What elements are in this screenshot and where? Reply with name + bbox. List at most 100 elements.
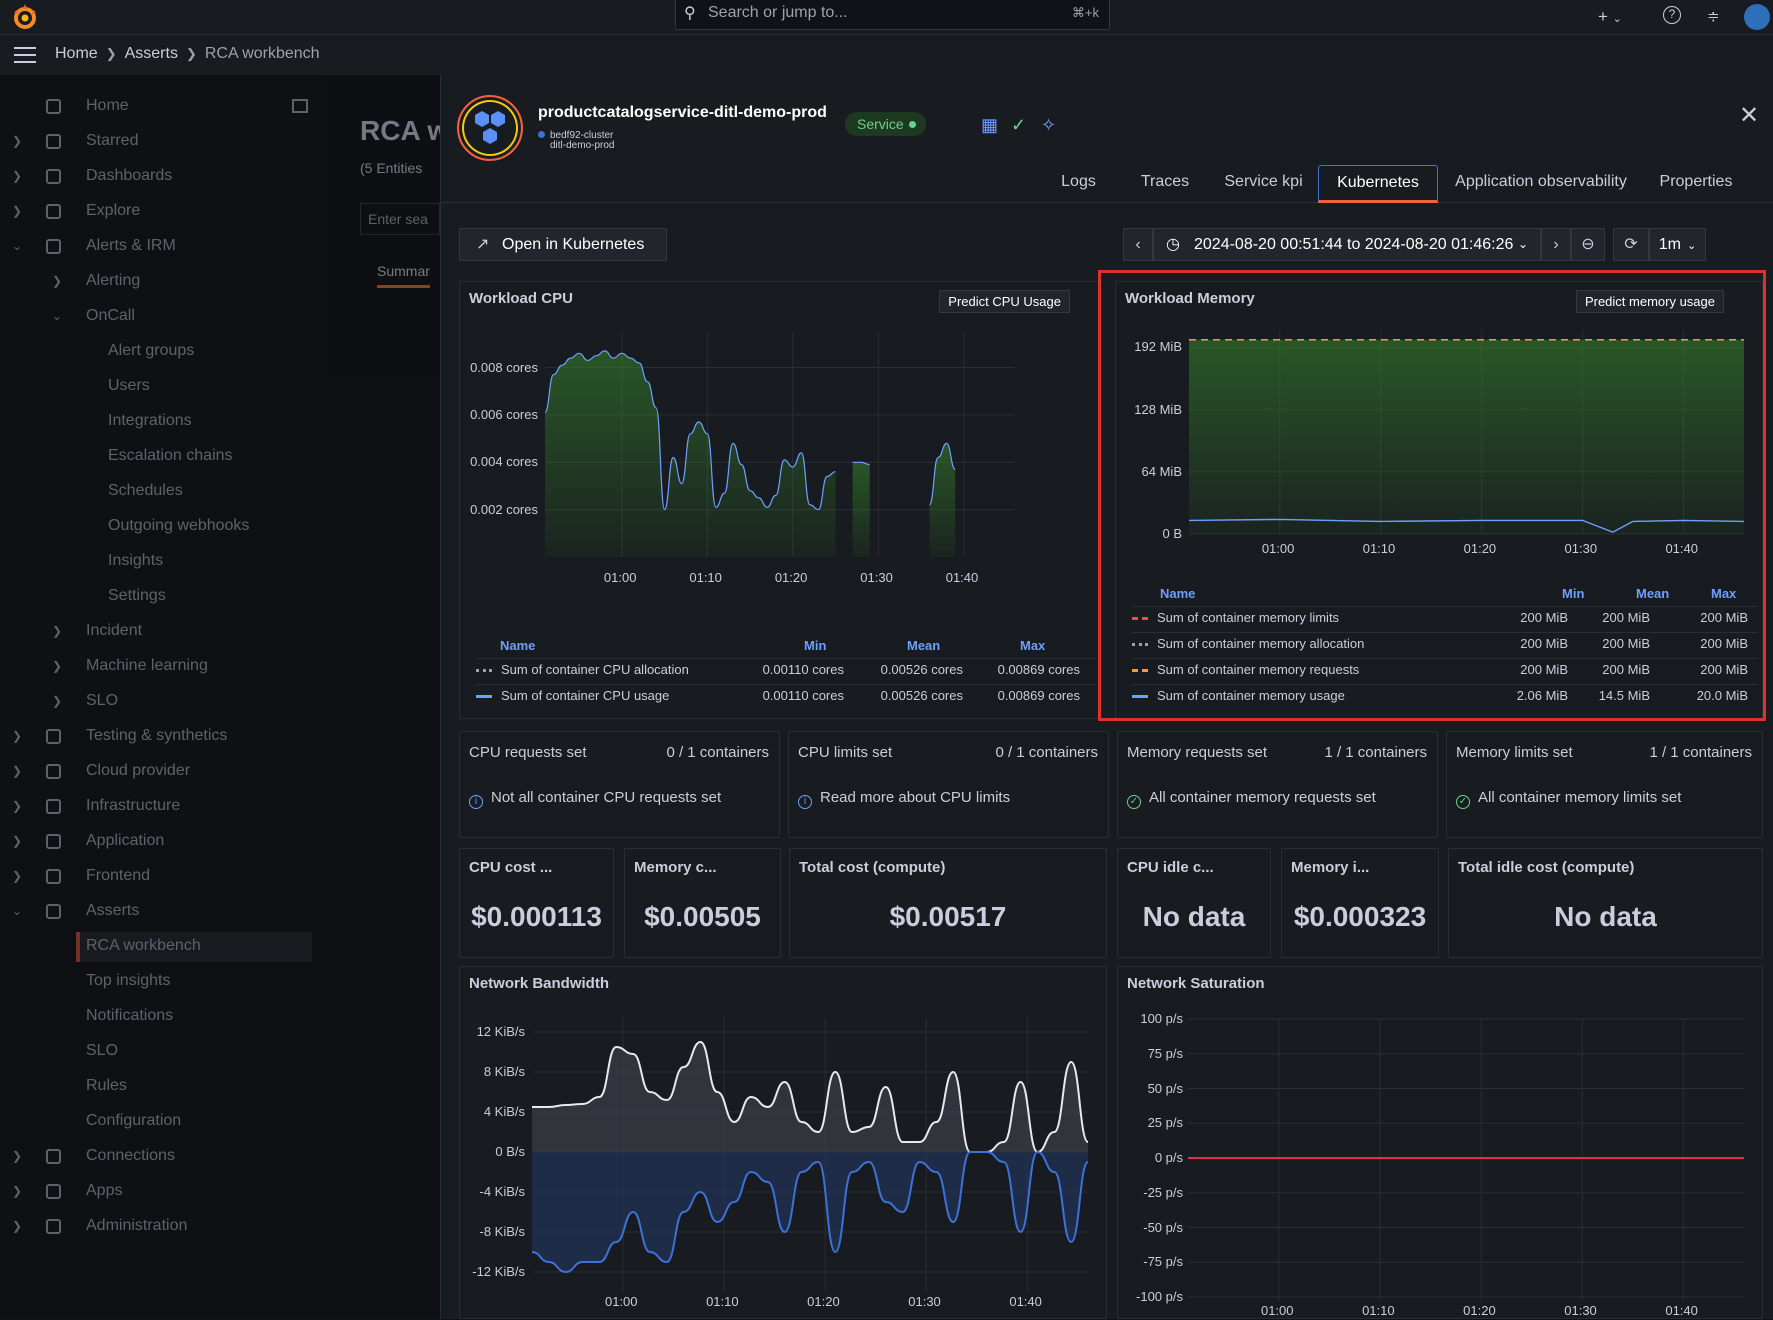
service-namespace: ditl-demo-prod [550,140,615,151]
menu-toggle-icon[interactable] [14,47,36,63]
sidebar-item-machine-learning[interactable]: ❯ Machine learning [52,657,208,674]
breadcrumb-asserts[interactable]: Asserts [124,45,178,62]
service-cluster: bedf92-cluster [550,130,614,141]
sidebar-item-settings[interactable]: Settings [108,587,166,604]
sidebar-item-schedules[interactable]: Schedules [108,482,183,499]
dock-menu-icon[interactable] [292,99,308,113]
y-tick-label: 0 B/s [495,1144,525,1159]
chevron-down-icon: ⌄ [1517,237,1528,251]
sidebar-item-apps[interactable]: ❯ Apps [12,1182,123,1199]
sidebar-item-top-insights[interactable]: Top insights [86,972,171,989]
legend-row[interactable]: Sum of container memory limits 200 MiB 2… [1132,606,1758,628]
sidebar-item-notifications[interactable]: Notifications [86,1007,174,1024]
sidebar-item-users[interactable]: Users [108,377,150,394]
cpu-usage-line [852,461,870,466]
open-in-kubernetes-button[interactable]: ↗ Open in Kubernetes [459,228,667,261]
sidebar-item-oncall[interactable]: ⌄ OnCall [52,307,135,324]
graph-nodes-icon[interactable]: ✧ [1041,115,1057,135]
sidebar-item-cloud-provider[interactable]: ❯ Cloud provider [12,762,191,779]
tab-traces[interactable]: Traces [1140,173,1190,190]
sidebar-item-alerts-irm[interactable]: ⌄ Alerts & IRM [12,237,176,254]
y-tick-label: -100 p/s [1136,1289,1183,1304]
sidebar-item-incident[interactable]: ❯ Incident [52,622,143,639]
sidebar-item-frontend[interactable]: ❯ Frontend [12,867,151,884]
legend-row[interactable]: Sum of container memory usage 2.06 MiB 1… [1132,684,1758,706]
legend-row[interactable]: Sum of container CPU allocation 0.00110 … [476,658,1096,680]
sidebar-item-infrastructure[interactable]: ❯ Infrastructure [12,797,181,814]
y-tick-label: 0 p/s [1154,1150,1183,1165]
sidebar-item-alerting[interactable]: ❯ Alerting [52,272,141,289]
sidebar-item-asserts-slo[interactable]: SLO [86,1042,119,1059]
search-input[interactable]: ⚲ Search or jump to... ⌘+k [675,0,1110,30]
sidebar-item-rules[interactable]: Rules [86,1077,127,1094]
breadcrumb-home[interactable]: Home [55,45,98,62]
transmitted-area [532,1152,1088,1272]
y-tick-label: 100 p/s [1140,1011,1183,1026]
page-title: RCA w [360,115,450,146]
legend-header-name: Name [500,638,536,653]
legend-swatch [1132,617,1148,620]
time-forward-button[interactable]: › [1541,228,1571,261]
refresh-interval-select[interactable]: 1m ⌄ [1649,228,1706,261]
cpu-usage-area [929,443,956,557]
breadcrumb: Home ❯ Asserts ❯ RCA workbench [55,45,320,62]
sidebar-item-home[interactable]: Home [0,92,325,120]
x-tick-label: 01:40 [945,570,979,585]
dashboard-grid-icon[interactable]: ▦ [981,115,999,135]
time-back-button[interactable]: ‹ [1123,228,1153,261]
predict-memory-button[interactable]: Predict memory usage [1575,290,1724,313]
tab-logs[interactable]: Logs [1061,173,1096,190]
cpu-limits-link[interactable]: i Read more about CPU limits [798,789,1010,809]
sidebar-item-dashboards[interactable]: ❯ Dashboards [12,167,173,184]
time-range-picker[interactable]: ◷ 2024-08-20 00:51:44 to 2024-08-20 01:46… [1153,228,1541,261]
x-tick-label: 01:40 [1665,1303,1698,1318]
cost-value: $0.000113 [471,901,602,932]
check-icon[interactable]: ✓ [1011,115,1027,135]
cpu-limits-panel: CPU limits set 0 / 1 containers i Read mo… [788,731,1109,838]
zoom-out-button[interactable]: ⊖ [1571,228,1605,261]
tab-properties[interactable]: Properties [1659,173,1733,190]
help-icon[interactable]: ? [1663,6,1681,24]
sidebar-item-connections[interactable]: ❯ Connections [12,1147,175,1164]
star-icon [46,134,61,149]
cpu-usage-line [928,442,956,506]
predict-cpu-button[interactable]: Predict CPU Usage [939,290,1070,313]
entity-search-input[interactable]: Enter sea [360,203,440,235]
sidebar-item-escalation-chains[interactable]: Escalation chains [108,447,233,464]
x-tick-label: 01:10 [1362,541,1396,556]
sidebar-item-outgoing-webhooks[interactable]: Outgoing webhooks [108,517,250,534]
user-avatar[interactable] [1744,4,1770,30]
sidebar-item-testing-synthetics[interactable]: ❯ Testing & synthetics [12,727,228,744]
sidebar-item-administration[interactable]: ❯ Administration [12,1217,188,1234]
cpu-chart [544,332,1015,557]
legend-row[interactable]: Sum of container memory requests 200 MiB… [1132,658,1758,680]
tab-summary[interactable]: Summar [377,263,430,288]
legend-row[interactable]: Sum of container memory allocation 200 M… [1132,632,1758,654]
x-tick-label: 01:30 [1564,1303,1597,1318]
legend-row[interactable]: Sum of container CPU usage 0.00110 cores… [476,684,1096,706]
refresh-button[interactable]: ⟳ [1613,228,1649,261]
sidebar-item-configuration[interactable]: Configuration [86,1112,182,1129]
bell-icon [46,239,61,254]
sidebar-item-slo[interactable]: ❯ SLO [52,692,119,709]
sidebar-item-integrations[interactable]: Integrations [108,412,192,429]
sidebar-item-explore[interactable]: ❯ Explore [12,202,141,219]
y-tick-label: -8 KiB/s [479,1224,525,1239]
news-feed-icon[interactable]: ≑ [1707,8,1720,25]
tab-kubernetes[interactable]: Kubernetes [1318,165,1438,203]
sidebar-item-insights[interactable]: Insights [108,552,164,569]
legend-header-min: Min [1562,586,1585,601]
sidebar-item-starred[interactable]: ❯ Starred [12,132,139,149]
tab-application-observability[interactable]: Application observability [1455,173,1627,190]
service-name: productcatalogservice-ditl-demo-prod [538,104,827,121]
sidebar-item-asserts[interactable]: ⌄ Asserts [12,902,140,919]
cost-value: No data [1554,901,1657,932]
sidebar-item-alert-groups[interactable]: Alert groups [108,342,195,359]
tab-service-kpi[interactable]: Service kpi [1224,173,1303,190]
close-icon[interactable]: ✕ [1739,102,1760,129]
sidebar-item-rca-workbench[interactable]: RCA workbench [0,932,325,962]
add-new-icon[interactable]: + ⌄ [1598,7,1622,26]
cost-value: $0.00517 [889,901,1007,932]
grafana-logo-icon[interactable] [10,2,40,32]
sidebar-item-application[interactable]: ❯ Application [12,832,165,849]
